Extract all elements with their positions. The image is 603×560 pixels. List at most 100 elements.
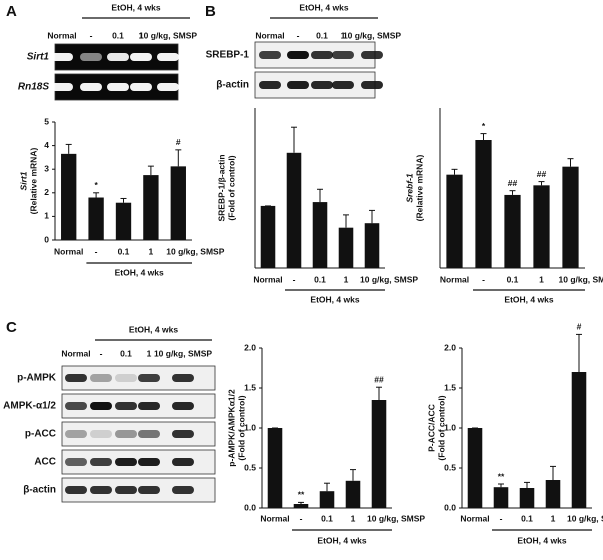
band (138, 458, 160, 466)
y-axis-label: p-AMPK/AMPKα1/2 (226, 389, 236, 467)
row-label: ACC (34, 457, 56, 468)
x-tick-label: 0.1 (321, 513, 333, 523)
x-tick-label: - (95, 246, 98, 256)
bar (293, 504, 309, 508)
bar (286, 152, 302, 268)
band (90, 374, 112, 382)
group-label: EtOH, 4 wks (115, 267, 164, 277)
band (115, 486, 137, 494)
band (361, 51, 383, 59)
x-tick-label: 10 g/kg, SMSP (360, 274, 418, 284)
x-tick-label: - (482, 274, 485, 284)
y-tick-label: 0.0 (444, 502, 456, 512)
band (172, 486, 194, 494)
x-tick-label: Normal (54, 246, 83, 256)
bar (88, 197, 104, 240)
significance: ## (537, 169, 547, 179)
lane-label: - (100, 348, 103, 358)
band (157, 53, 179, 61)
y-axis-label: (Fold of control) (236, 395, 246, 460)
band (115, 374, 137, 382)
group-label: EtOH, 4 wks (129, 324, 178, 334)
bar (533, 185, 550, 268)
bar (519, 488, 535, 508)
x-tick-label: Normal (253, 274, 282, 284)
group-label: EtOH, 4 wks (317, 535, 366, 545)
bar (364, 223, 380, 268)
row-label: AMPK-α1/2 (3, 401, 56, 412)
y-axis-label: P-ACC/ACC (426, 404, 436, 452)
band (332, 51, 354, 59)
y-tick-label: 1.0 (244, 422, 256, 432)
bar (170, 166, 186, 240)
x-tick-label: 0.1 (507, 274, 519, 284)
x-tick-label: 1 (351, 513, 356, 523)
group-label: EtOH, 4 wks (504, 294, 553, 304)
x-tick-label: 10 g/kg, SMSP (166, 246, 224, 256)
bar (319, 491, 335, 508)
y-tick-label: 5 (44, 116, 49, 126)
band (172, 430, 194, 438)
x-tick-label: 1 (344, 274, 349, 284)
x-tick-label: 10 g/kg, SMSP (367, 513, 425, 523)
lane-label: 1 (341, 30, 346, 40)
significance: ** (298, 490, 305, 500)
bar (312, 202, 328, 268)
row-label: Sirt1 (27, 52, 50, 63)
significance: # (176, 137, 181, 147)
band (130, 53, 152, 61)
y-tick-label: 2.0 (444, 342, 456, 352)
group-label: EtOH, 4 wks (310, 294, 359, 304)
band (138, 486, 160, 494)
group-label: EtOH, 4 wks (517, 535, 566, 545)
x-tick-label: - (500, 513, 503, 523)
x-tick-label: 0.1 (314, 274, 326, 284)
band (172, 458, 194, 466)
band (51, 83, 73, 91)
band (259, 51, 281, 59)
bar (545, 480, 561, 508)
row-label: Rn18S (18, 82, 49, 93)
y-tick-label: 0 (44, 234, 49, 244)
group-label: EtOH, 4 wks (299, 2, 348, 12)
x-tick-label: 0.1 (118, 246, 130, 256)
bar (493, 487, 509, 508)
y-tick-label: 1.5 (244, 382, 256, 392)
bar (562, 166, 579, 268)
y-tick-label: 0.5 (244, 462, 256, 472)
band (172, 374, 194, 382)
band (172, 402, 194, 410)
band (90, 402, 112, 410)
x-tick-label: Normal (440, 274, 469, 284)
x-tick-label: - (300, 513, 303, 523)
bar (371, 400, 387, 508)
lane-label: Normal (255, 30, 284, 40)
bar (504, 194, 521, 268)
significance: ** (498, 471, 505, 481)
lane-label: 1 (139, 30, 144, 40)
band (51, 53, 73, 61)
band (90, 486, 112, 494)
bar (260, 205, 276, 268)
bar (467, 428, 483, 508)
bar (345, 480, 361, 508)
y-tick-label: 1 (44, 211, 49, 221)
band (361, 81, 383, 89)
band (90, 430, 112, 438)
row-label: β-actin (216, 80, 249, 91)
row-label: SREBP-1 (206, 50, 250, 61)
x-tick-label: 10 g/kg, SMSP (559, 274, 603, 284)
significance: ## (508, 178, 518, 188)
x-tick-label: Normal (260, 513, 289, 523)
band (332, 81, 354, 89)
x-tick-label: - (293, 274, 296, 284)
panel-letter: A (6, 3, 17, 20)
y-axis-label: Sirt1 (18, 171, 28, 190)
band (80, 83, 102, 91)
band (138, 374, 160, 382)
band (259, 81, 281, 89)
band (157, 83, 179, 91)
y-tick-label: 4 (44, 140, 49, 150)
bar (446, 174, 463, 268)
